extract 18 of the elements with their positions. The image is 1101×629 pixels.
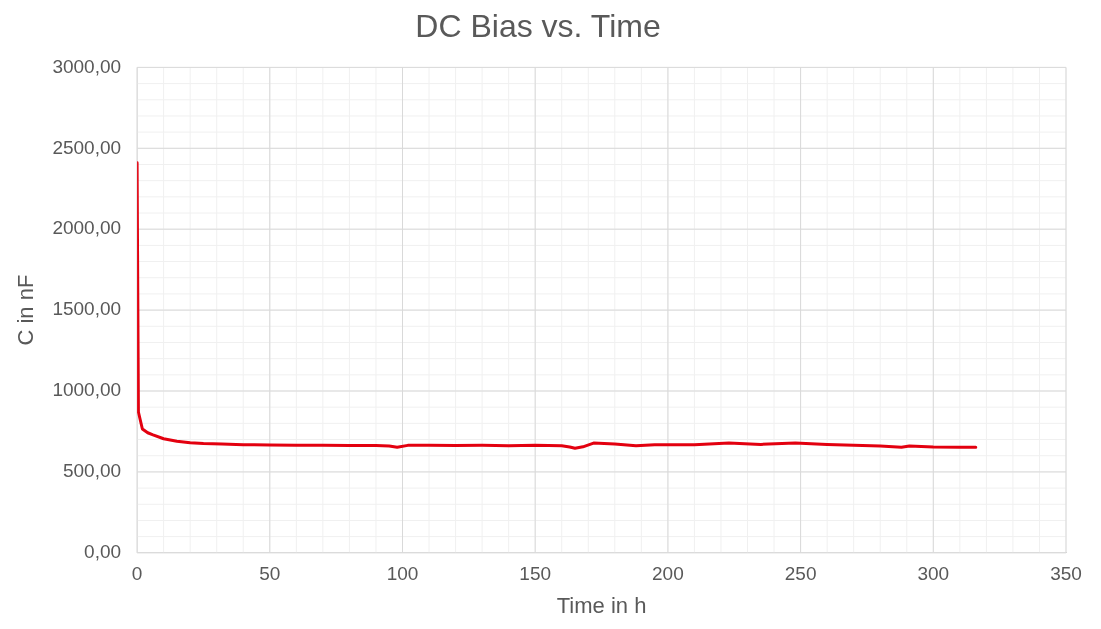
x-tick-label: 150 xyxy=(519,563,552,585)
y-tick-label: 2500,00 xyxy=(52,136,122,158)
y-axis-title: C in nF xyxy=(13,274,39,346)
x-tick-label: 200 xyxy=(652,563,684,585)
x-tick-label: 0 xyxy=(131,563,143,585)
y-tick-label: 2000,00 xyxy=(52,217,122,239)
y-tick-label: 0,00 xyxy=(84,541,122,563)
x-tick-label: 300 xyxy=(917,563,950,585)
y-tick-label: 3000,00 xyxy=(52,55,122,77)
x-tick-label: 50 xyxy=(259,563,281,585)
y-tick-label: 1000,00 xyxy=(52,379,122,401)
x-tick-label: 100 xyxy=(386,563,419,585)
y-tick-label: 1500,00 xyxy=(52,298,122,320)
x-tick-label: 350 xyxy=(1050,563,1082,585)
chart-title: DC Bias vs. Time xyxy=(415,8,661,45)
x-axis-title: Time in h xyxy=(556,592,647,618)
y-tick-label: 500,00 xyxy=(62,460,122,482)
x-tick-label: 250 xyxy=(784,563,817,585)
